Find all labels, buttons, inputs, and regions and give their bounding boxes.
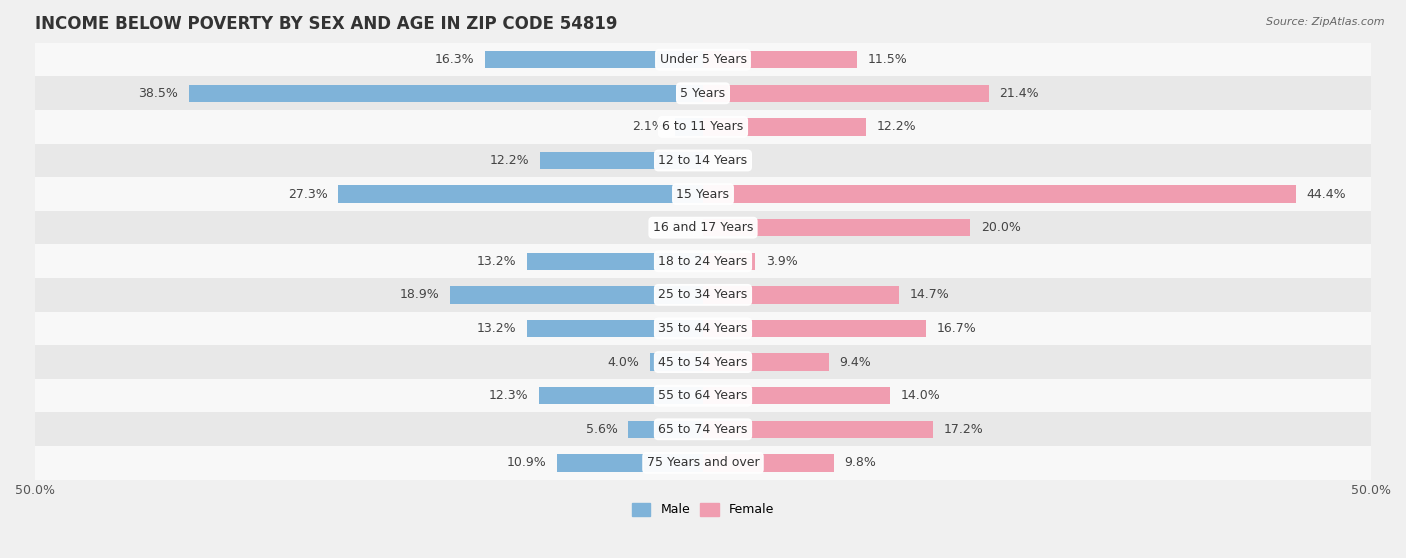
Text: 14.0%: 14.0% <box>901 389 941 402</box>
Bar <box>450 286 703 304</box>
Text: 25 to 34 Years: 25 to 34 Years <box>658 288 748 301</box>
Text: 12.2%: 12.2% <box>877 121 917 133</box>
Bar <box>703 51 856 69</box>
Text: 3.9%: 3.9% <box>766 255 797 268</box>
Text: 5 Years: 5 Years <box>681 87 725 100</box>
Bar <box>35 76 1371 110</box>
Bar <box>703 118 866 136</box>
Text: 45 to 54 Years: 45 to 54 Years <box>658 355 748 369</box>
Bar <box>35 244 1371 278</box>
Bar <box>527 253 703 270</box>
Bar <box>703 320 927 337</box>
Bar <box>188 85 703 102</box>
Bar <box>339 185 703 203</box>
Text: 75 Years and over: 75 Years and over <box>647 456 759 469</box>
Bar <box>35 143 1371 177</box>
Bar <box>35 446 1371 480</box>
Text: 18 to 24 Years: 18 to 24 Years <box>658 255 748 268</box>
Bar <box>485 51 703 69</box>
Text: 13.2%: 13.2% <box>477 322 516 335</box>
Text: 20.0%: 20.0% <box>981 221 1021 234</box>
Text: 5.6%: 5.6% <box>586 423 617 436</box>
Text: 0.0%: 0.0% <box>661 221 692 234</box>
Bar <box>35 412 1371 446</box>
Bar <box>703 286 900 304</box>
Bar <box>703 353 828 371</box>
Text: 14.7%: 14.7% <box>910 288 950 301</box>
Bar <box>703 421 932 438</box>
Bar <box>703 219 970 237</box>
Text: INCOME BELOW POVERTY BY SEX AND AGE IN ZIP CODE 54819: INCOME BELOW POVERTY BY SEX AND AGE IN Z… <box>35 15 617 33</box>
Bar <box>35 379 1371 412</box>
Text: 16.7%: 16.7% <box>936 322 977 335</box>
Bar <box>675 118 703 136</box>
Bar <box>35 43 1371 76</box>
Text: 16.3%: 16.3% <box>434 53 475 66</box>
Text: 16 and 17 Years: 16 and 17 Years <box>652 221 754 234</box>
Text: 9.4%: 9.4% <box>839 355 872 369</box>
Text: 11.5%: 11.5% <box>868 53 907 66</box>
Bar <box>628 421 703 438</box>
Legend: Male, Female: Male, Female <box>627 498 779 522</box>
Text: 12.2%: 12.2% <box>489 154 529 167</box>
Bar <box>703 454 834 472</box>
Bar <box>35 177 1371 211</box>
Text: 18.9%: 18.9% <box>401 288 440 301</box>
Bar <box>703 85 988 102</box>
Text: 0.0%: 0.0% <box>714 154 745 167</box>
Text: 6 to 11 Years: 6 to 11 Years <box>662 121 744 133</box>
Text: 55 to 64 Years: 55 to 64 Years <box>658 389 748 402</box>
Text: 4.0%: 4.0% <box>607 355 638 369</box>
Text: 13.2%: 13.2% <box>477 255 516 268</box>
Bar <box>35 312 1371 345</box>
Text: 10.9%: 10.9% <box>508 456 547 469</box>
Text: Under 5 Years: Under 5 Years <box>659 53 747 66</box>
Bar <box>703 387 890 405</box>
Bar <box>35 110 1371 143</box>
Bar <box>527 320 703 337</box>
Text: 38.5%: 38.5% <box>138 87 179 100</box>
Text: 17.2%: 17.2% <box>943 423 983 436</box>
Bar <box>703 253 755 270</box>
Text: 44.4%: 44.4% <box>1306 187 1347 200</box>
Text: 12 to 14 Years: 12 to 14 Years <box>658 154 748 167</box>
Bar <box>703 185 1296 203</box>
Bar <box>35 211 1371 244</box>
Text: 21.4%: 21.4% <box>1000 87 1039 100</box>
Text: 2.1%: 2.1% <box>633 121 664 133</box>
Bar <box>35 345 1371 379</box>
Text: 12.3%: 12.3% <box>488 389 529 402</box>
Text: 27.3%: 27.3% <box>288 187 328 200</box>
Bar <box>540 152 703 169</box>
Bar <box>557 454 703 472</box>
Text: 9.8%: 9.8% <box>845 456 876 469</box>
Text: 65 to 74 Years: 65 to 74 Years <box>658 423 748 436</box>
Bar <box>538 387 703 405</box>
Text: Source: ZipAtlas.com: Source: ZipAtlas.com <box>1267 17 1385 27</box>
Text: 35 to 44 Years: 35 to 44 Years <box>658 322 748 335</box>
Bar <box>650 353 703 371</box>
Text: 15 Years: 15 Years <box>676 187 730 200</box>
Bar <box>35 278 1371 312</box>
